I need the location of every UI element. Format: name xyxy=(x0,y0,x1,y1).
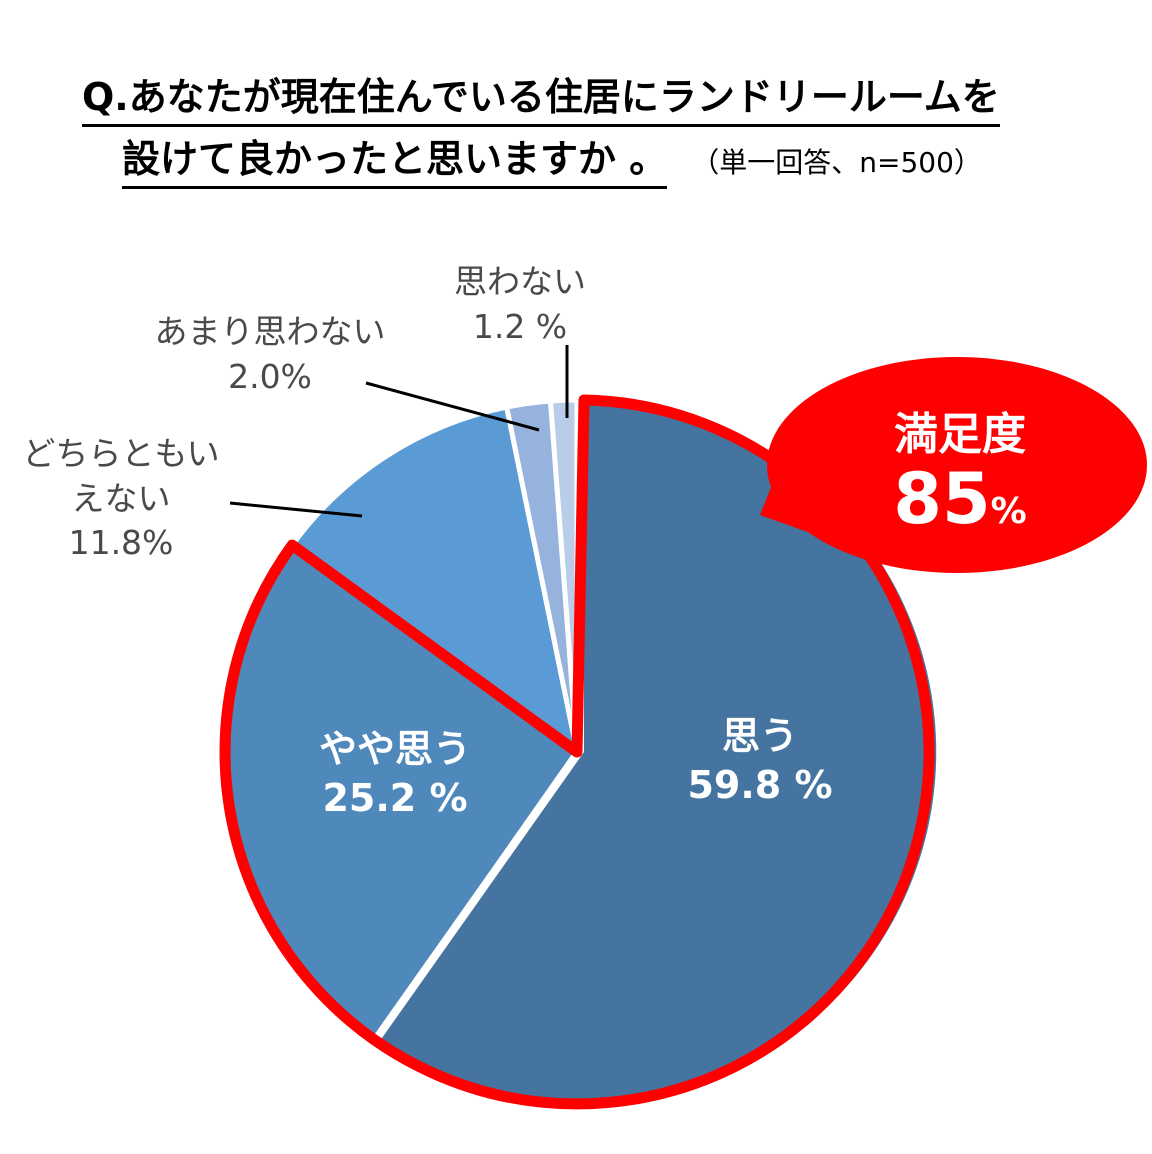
leader-line-amari xyxy=(365,381,540,432)
label-yaya: やや思う 25.2 % xyxy=(290,725,500,824)
label-yaya-value: 25.2 % xyxy=(322,776,468,821)
slice-separator xyxy=(375,750,580,1038)
label-yaya-name: やや思う xyxy=(318,727,471,771)
label-omowanai-value: 1.2 % xyxy=(472,306,568,346)
title-text-2: 設けて良かったと思いますか 。 xyxy=(122,140,668,189)
callout-value: 85% xyxy=(840,458,1080,540)
slice-dochira xyxy=(288,404,581,758)
label-omou-value: 59.8 % xyxy=(687,763,833,808)
title-text-1: Q.あなたが現在住んでいる住居にランドリールームを xyxy=(82,78,1000,127)
label-amari-name: あまり思わない xyxy=(154,312,386,351)
label-dochira-value: 11.8% xyxy=(68,523,174,563)
callout-label: 満足度 xyxy=(894,409,1026,460)
satisfaction-callout xyxy=(760,357,1147,573)
label-amari: あまり思わない 2.0% xyxy=(135,310,405,399)
label-omou: 思う 59.8 % xyxy=(660,712,860,811)
callout-unit: % xyxy=(990,491,1027,532)
chart-title-line-2: 設けて良かったと思いますか 。 （単一回答、n=500） xyxy=(122,140,982,189)
callout-number: 85 xyxy=(893,458,991,540)
label-omou-name: 思う xyxy=(721,714,798,758)
leader-line-dochira xyxy=(229,501,363,518)
label-amari-value: 2.0% xyxy=(228,356,312,396)
sample-note: （単一回答、n=500） xyxy=(691,146,982,179)
slice-omou xyxy=(381,399,937,1104)
label-dochira-line2: えない xyxy=(71,478,171,518)
chart-title-line-1: Q.あなたが現在住んでいる住居にランドリールームを xyxy=(82,78,1000,127)
label-dochira: どちらともい えない 11.8% xyxy=(6,432,236,566)
label-omowanai: 思わない 1.2 % xyxy=(440,260,600,349)
slice-omowanai xyxy=(547,397,580,753)
label-omowanai-name: 思わない xyxy=(454,262,586,301)
label-dochira-line1: どちらともい xyxy=(22,434,220,473)
